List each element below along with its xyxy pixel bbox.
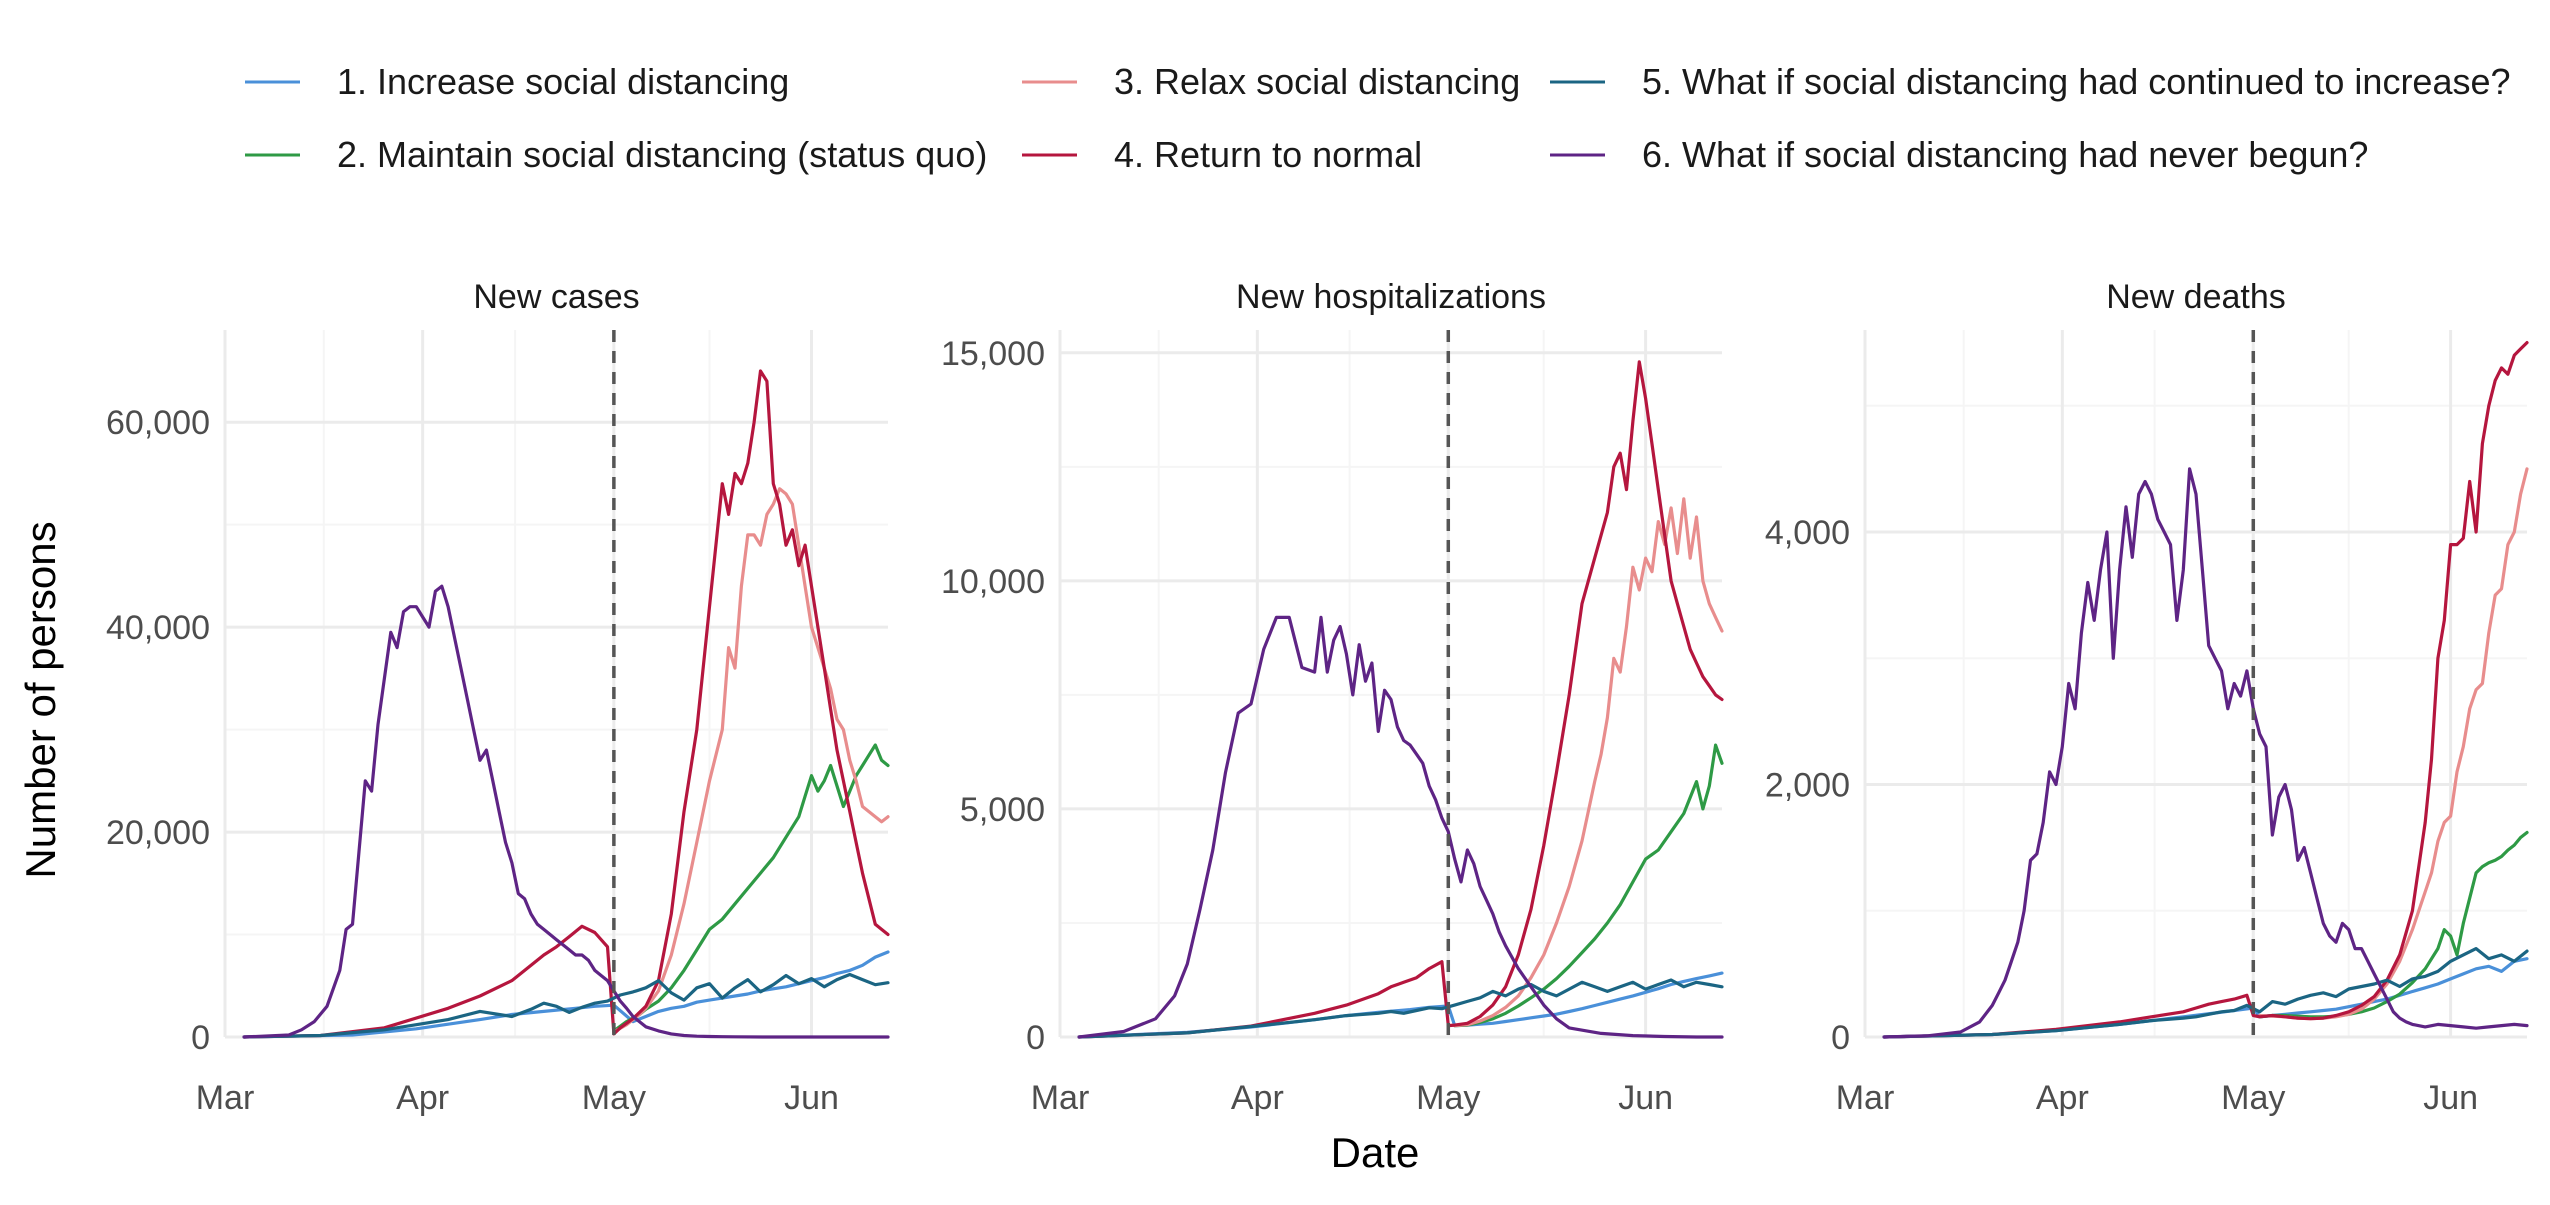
legend-label: 2. Maintain social distancing (status qu…: [337, 134, 987, 175]
y-tick-label: 0: [1831, 1019, 1850, 1057]
y-tick-label: 0: [191, 1019, 210, 1057]
panel-title: New cases: [473, 278, 639, 316]
legend-item: 5. What if social distancing had continu…: [1550, 61, 2511, 102]
legend-label: 1. Increase social distancing: [337, 61, 789, 102]
y-tick-label: 2,000: [1765, 767, 1850, 805]
legend-label: 3. Relax social distancing: [1114, 61, 1520, 102]
series-line: [1453, 497, 1724, 1028]
panel-title: New hospitalizations: [1236, 278, 1546, 316]
legend-label: 5. What if social distancing had continu…: [1642, 61, 2511, 102]
legend: 1. Increase social distancing 2. Maintain…: [245, 61, 2511, 175]
x-tick-label: Apr: [1231, 1079, 1284, 1117]
x-tick-label: Mar: [1836, 1079, 1895, 1117]
series-line: [612, 487, 890, 1034]
panel-new-hospitalizations: Mar Apr May Jun 0 5,000 10,000 15,000 New hospit…: [941, 278, 1724, 1117]
x-tick-label: Mar: [196, 1079, 255, 1117]
y-tick-label: 40,000: [106, 609, 210, 647]
series-line: [2258, 830, 2529, 1019]
series-line: [242, 972, 890, 1039]
legend-item: 2. Maintain social distancing (status qu…: [245, 134, 987, 175]
x-axis-title: Date: [1331, 1129, 1420, 1176]
x-tick-label: Jun: [1618, 1079, 1673, 1117]
x-tick-label: May: [1416, 1079, 1480, 1117]
y-tick-label: 10,000: [941, 563, 1045, 601]
panel-new-deaths: Mar Apr May Jun 0 2,000 4,000 New deaths: [1765, 278, 2529, 1117]
y-tick-label: 20,000: [106, 814, 210, 852]
x-tick-label: Mar: [1031, 1079, 1090, 1117]
y-tick-label: 60,000: [106, 404, 210, 442]
series-line: [1077, 978, 1724, 1039]
y-tick-label: 0: [1026, 1019, 1045, 1057]
x-tick-label: Jun: [784, 1079, 839, 1117]
series-line: [242, 950, 890, 1039]
series-line: [242, 369, 890, 1039]
x-tick-label: Apr: [396, 1079, 449, 1117]
y-axis-title: Number of persons: [17, 521, 64, 878]
x-tick-label: May: [582, 1079, 646, 1117]
legend-item: 4. Return to normal: [1022, 134, 1422, 175]
series-line: [2258, 467, 2529, 1021]
series-line: [1882, 946, 2529, 1039]
x-tick-label: Apr: [2036, 1079, 2089, 1117]
series-line: [1882, 467, 2529, 1039]
y-tick-label: 4,000: [1765, 514, 1850, 552]
legend-label: 4. Return to normal: [1114, 134, 1422, 175]
y-tick-label: 15,000: [941, 335, 1045, 373]
legend-item: 3. Relax social distancing: [1022, 61, 1520, 102]
legend-item: 1. Increase social distancing: [245, 61, 789, 102]
series-line: [1077, 615, 1724, 1039]
series-line: [1077, 360, 1724, 1039]
x-tick-label: May: [2221, 1079, 2285, 1117]
series-line: [1882, 341, 2529, 1039]
panel-title: New deaths: [2106, 278, 2286, 316]
x-tick-label: Jun: [2423, 1079, 2478, 1117]
panel-new-cases: Mar Apr May Jun 0 20,000 40,000 60,000 New cases: [106, 278, 890, 1117]
legend-item: 6. What if social distancing had never b…: [1550, 134, 2368, 175]
series-line: [242, 584, 890, 1039]
legend-label: 6. What if social distancing had never b…: [1642, 134, 2368, 175]
y-tick-label: 5,000: [960, 791, 1045, 829]
series-line: [1453, 743, 1724, 1028]
